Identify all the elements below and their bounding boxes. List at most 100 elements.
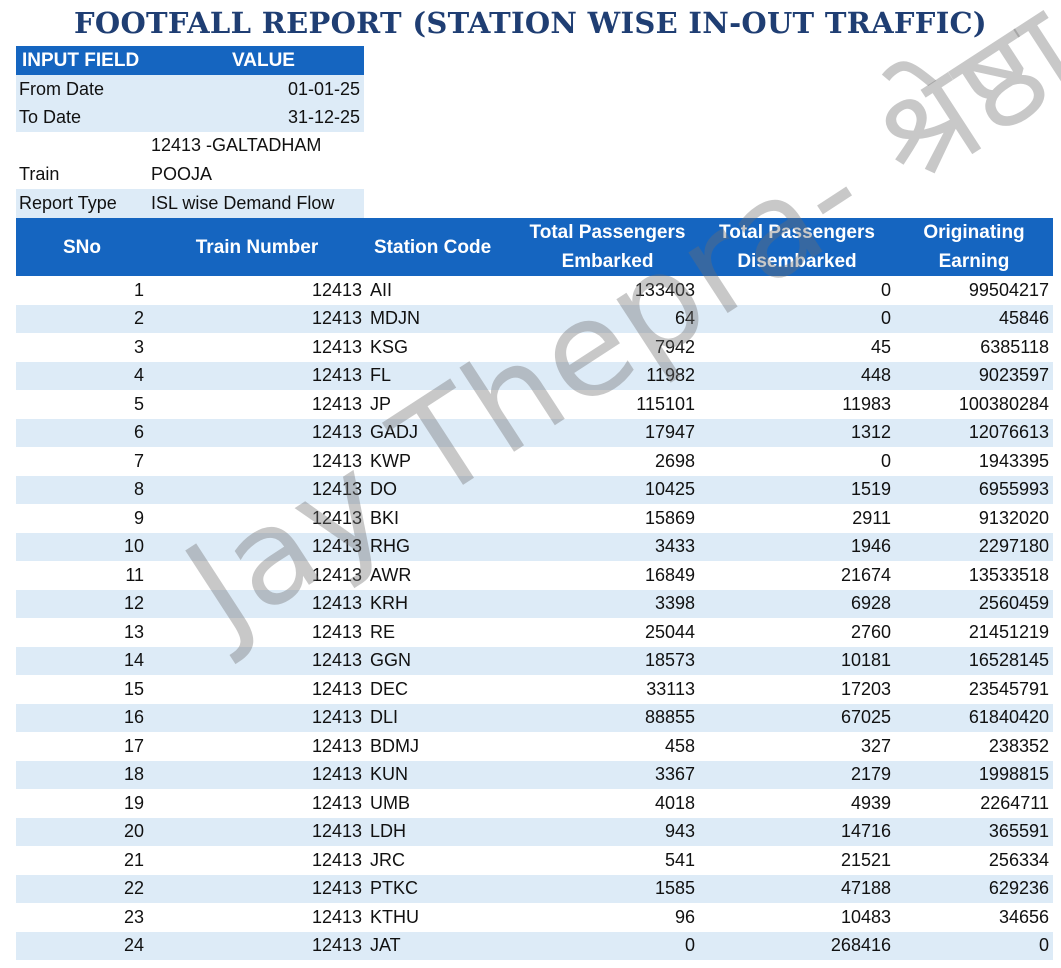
report-type-row: Report Type ISL wise Demand Flow [16, 189, 364, 218]
cell-originating-earning: 6955993 [895, 475, 1053, 504]
table-row: 2 12413 MDJN 64 0 45846 [16, 304, 1053, 333]
report-type-value[interactable]: ISL wise Demand Flow [151, 192, 335, 213]
from-date-value[interactable]: 01-01-25 [287, 78, 360, 99]
cell-embarked: 10425 [516, 475, 699, 504]
table-row: 17 12413 BDMJ 458 327 238352 [16, 732, 1053, 761]
cell-sno: 20 [16, 817, 148, 846]
cell-embarked: 17947 [516, 418, 699, 447]
cell-train-number: 12413 [148, 475, 366, 504]
cell-embarked: 458 [664, 735, 695, 756]
value-header: VALUE [232, 49, 295, 71]
cell-sno: 16 [16, 703, 148, 732]
report-type-label: Report Type [19, 192, 117, 213]
cell-embarked: 3367 [516, 760, 699, 789]
cell-originating-earning: 21451219 [968, 621, 1049, 642]
cell-sno: 11 [125, 564, 144, 585]
cell-sno: 12 [16, 589, 148, 618]
cell-embarked: 4018 [654, 792, 695, 813]
from-date-row: From Date 01-01-25 [16, 75, 364, 104]
cell-disembarked: 1312 [699, 418, 895, 447]
cell-sno: 21 [123, 849, 144, 870]
cell-station-code: PTKC [366, 874, 516, 903]
cell-disembarked: 4939 [850, 792, 891, 813]
to-date-value[interactable]: 31-12-25 [287, 107, 360, 128]
cell-train-number: 12413 [148, 760, 366, 789]
cell-sno: 15 [123, 678, 144, 699]
cell-station-code: JRC [370, 849, 405, 870]
cell-embarked: 16849 [644, 564, 695, 585]
cell-sno: 19 [123, 792, 144, 813]
cell-originating-earning: 256334 [988, 849, 1049, 870]
table-row: 11 12413 AWR 16849 21674 13533518 [16, 561, 1053, 590]
cell-train-number: 12413 [148, 532, 366, 561]
col-embarked-line2: Embarked [561, 251, 654, 272]
cell-sno: 3 [133, 336, 144, 357]
cell-embarked: 115101 [636, 393, 695, 414]
cell-disembarked: 0 [699, 304, 895, 333]
cell-originating-earning: 238352 [988, 735, 1049, 756]
cell-disembarked: 6928 [699, 589, 895, 618]
cell-sno: 10 [16, 532, 148, 561]
cell-embarked: 7942 [654, 336, 695, 357]
cell-disembarked: 327 [860, 735, 891, 756]
table-row: 12 12413 KRH 3398 6928 2560459 [16, 589, 1053, 618]
table-row: 15 12413 DEC 33113 17203 23545791 [16, 675, 1053, 704]
cell-originating-earning: 1943395 [978, 450, 1049, 471]
cell-station-code: KWP [370, 450, 412, 471]
cell-embarked: 2698 [654, 450, 695, 471]
cell-embarked: 0 [516, 931, 699, 960]
cell-sno: 13 [123, 621, 144, 642]
input-panel: INPUT FIELD VALUE From Date 01-01-25 To … [16, 46, 364, 218]
cell-embarked: 11982 [516, 361, 699, 390]
table-row: 8 12413 DO 10425 1519 6955993 [16, 475, 1053, 504]
cell-train-number: 12413 [311, 279, 362, 300]
table-row: 18 12413 KUN 3367 2179 1998815 [16, 760, 1053, 789]
cell-station-code: BDMJ [370, 735, 419, 756]
cell-disembarked: 14716 [699, 817, 895, 846]
table-row: 24 12413 JAT 0 268416 0 [16, 931, 1053, 960]
cell-originating-earning: 2264711 [980, 792, 1049, 813]
col-disembarked-line2: Disembarked [737, 251, 857, 272]
cell-train-number: 12413 [311, 621, 362, 642]
cell-disembarked: 2179 [699, 760, 895, 789]
table-row: 20 12413 LDH 943 14716 365591 [16, 817, 1053, 846]
cell-originating-earning: 45846 [895, 304, 1053, 333]
cell-embarked: 25044 [644, 621, 695, 642]
cell-originating-earning: 2560459 [895, 589, 1053, 618]
to-date-label: To Date [19, 107, 82, 128]
cell-disembarked: 2911 [852, 507, 891, 528]
cell-originating-earning: 13533518 [968, 564, 1049, 585]
cell-sno: 4 [16, 361, 148, 390]
cell-embarked: 18573 [516, 646, 699, 675]
cell-originating-earning: 2297180 [895, 532, 1053, 561]
report-title: FOOTFALL REPORT (STATION WISE IN-OUT TRA… [74, 6, 987, 40]
cell-disembarked: 0 [880, 279, 891, 300]
table-row: 4 12413 FL 11982 448 9023597 [16, 361, 1053, 390]
table-row: 19 12413 UMB 4018 4939 2264711 [16, 789, 1053, 818]
cell-disembarked: 2760 [850, 621, 891, 642]
cell-train-number: 12413 [148, 931, 366, 960]
cell-station-code: JP [370, 393, 392, 414]
cell-disembarked: 67025 [699, 703, 895, 732]
cell-disembarked: 47188 [699, 874, 895, 903]
table-row: 1 12413 AII 133403 0 99504217 [16, 276, 1053, 305]
cell-originating-earning: 9023597 [895, 361, 1053, 390]
cell-sno: 8 [16, 475, 148, 504]
cell-originating-earning: 0 [895, 931, 1053, 960]
cell-station-code: JAT [366, 931, 516, 960]
cell-station-code: GGN [366, 646, 516, 675]
cell-sno: 14 [16, 646, 148, 675]
table-row: 22 12413 PTKC 1585 47188 629236 [16, 874, 1053, 903]
train-value[interactable]: 12413 -GALTADHAM POOJA [148, 132, 364, 189]
cell-originating-earning: 34656 [998, 906, 1049, 927]
cell-station-code: MDJN [366, 304, 516, 333]
cell-sno: 17 [123, 735, 144, 756]
cell-embarked: 96 [674, 906, 695, 927]
cell-sno: 5 [133, 393, 144, 414]
cell-embarked: 88855 [516, 703, 699, 732]
cell-train-number: 12413 [311, 336, 362, 357]
to-date-row: To Date 31-12-25 [16, 103, 364, 133]
from-date-label: From Date [19, 78, 105, 99]
col-earning-line1: Originating [923, 222, 1025, 243]
cell-station-code: DLI [366, 703, 516, 732]
